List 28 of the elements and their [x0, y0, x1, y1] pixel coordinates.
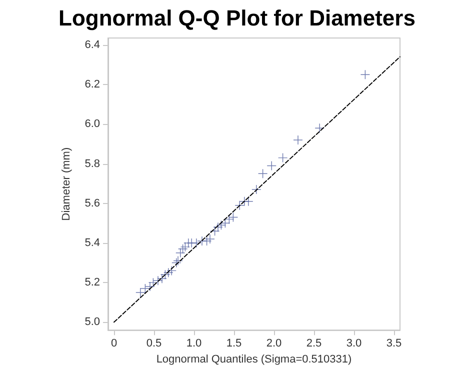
x-tick-label: 0: [110, 338, 118, 350]
x-tick-label: 0.5: [146, 338, 162, 350]
x-tick-label: 2.0: [266, 338, 282, 350]
y-tick-label: 5.0: [84, 316, 100, 328]
point: [176, 248, 185, 258]
y-axis-title: Diameter (mm): [60, 147, 72, 221]
y-tick-label: 5.4: [84, 236, 100, 249]
y-tick-label: 6.2: [84, 78, 100, 91]
y-tick-label: 5.6: [84, 197, 100, 210]
point: [294, 135, 302, 144]
chart-title: Lognormal Q-Q Plot for Diameters: [58, 6, 416, 30]
point: [178, 244, 188, 254]
x-axis-title: Lognormal Quantiles (Sigma=0.510331): [156, 354, 352, 366]
point: [148, 278, 158, 288]
y-tick-label: 6.0: [84, 118, 100, 130]
point: [267, 161, 276, 170]
x-tick-label: 3.0: [346, 338, 362, 350]
point: [235, 200, 244, 210]
point: [136, 288, 145, 297]
x-tick-label: 1.5: [226, 338, 242, 350]
y-tick-label: 6.4: [84, 38, 100, 51]
y-tick-label: 5.2: [84, 276, 100, 289]
x-tick-label: 2.5: [306, 338, 322, 350]
y-tick-label: 5.8: [84, 158, 100, 170]
point: [206, 234, 214, 244]
x-tick-label: 1.0: [186, 338, 202, 350]
x-tick-label: 3.5: [386, 338, 402, 350]
point: [140, 284, 150, 294]
